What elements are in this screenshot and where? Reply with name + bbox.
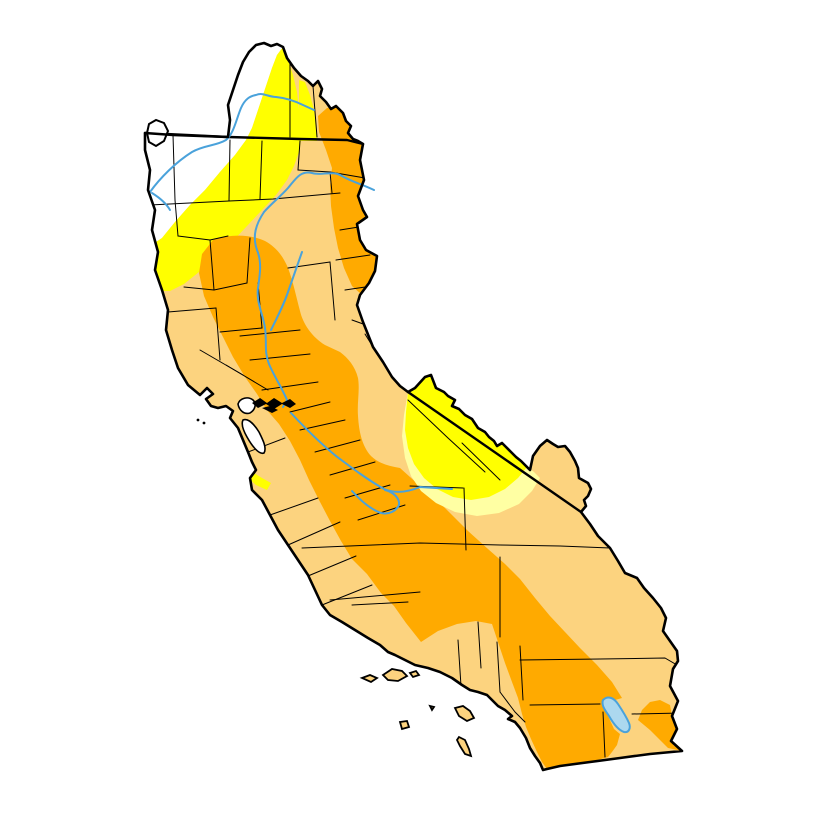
nevada-state-line (406, 390, 583, 514)
state-outline (143, 41, 684, 772)
d0-east-blob (405, 375, 527, 500)
farallon-island-dot2 (202, 421, 206, 425)
san-nicolas-island (398, 720, 411, 731)
d0-band-northwest (150, 47, 301, 291)
d0-dome-east (299, 80, 317, 141)
san-francisco-bay (241, 418, 266, 455)
anacapa-island (428, 704, 436, 712)
farallon-island-dot (196, 418, 200, 422)
santa-cruz-island (408, 669, 421, 679)
santa-rosa-island (381, 668, 409, 682)
sacramento-river (253, 211, 288, 408)
salton-sea (601, 696, 631, 734)
trinity-river (151, 192, 171, 211)
klamath-river (149, 93, 315, 193)
san-joaquin-river (290, 412, 453, 493)
pit-river (263, 171, 375, 213)
san-miguel-island (359, 674, 379, 684)
feather-river (270, 251, 303, 331)
d2-central-and-south (199, 235, 622, 769)
rivers (149, 93, 453, 515)
kings-river (351, 489, 401, 515)
san-pablo-bay (237, 397, 256, 415)
d2-northeast-band (318, 107, 377, 294)
channel-islands (359, 668, 476, 758)
delta-channels (252, 398, 296, 409)
santa-catalina-island (453, 705, 476, 723)
san-clemente-island (455, 735, 473, 758)
delta-channels-2 (262, 406, 278, 413)
sf-bay-group (196, 397, 296, 455)
